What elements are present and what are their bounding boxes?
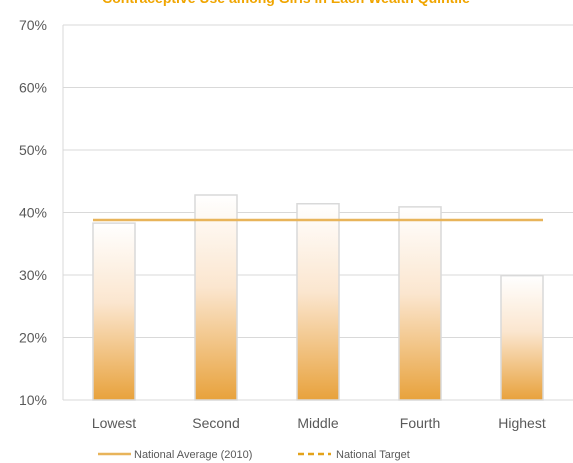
- bar-fourth: [398, 206, 442, 401]
- x-axis-labels: Lowest Second Middle Fourth Highest: [92, 415, 546, 431]
- legend-label-national-average: National Average (2010): [134, 449, 252, 461]
- y-axis-ticks: 10% 20% 30% 40% 50% 60% 70%: [19, 17, 47, 408]
- y-tick-label: 70%: [19, 17, 47, 33]
- legend-label-national-target: National Target: [336, 449, 410, 461]
- y-tick-label: 30%: [19, 267, 47, 283]
- bar-second: [194, 194, 238, 401]
- bar-lowest: [92, 222, 136, 401]
- x-tick-label: Middle: [297, 415, 338, 431]
- y-tick-label: 10%: [19, 392, 47, 408]
- y-tick-label: 20%: [19, 330, 47, 346]
- bars: [92, 194, 544, 401]
- x-tick-label: Highest: [498, 415, 546, 431]
- y-tick-label: 50%: [19, 142, 47, 158]
- x-tick-label: Second: [192, 415, 239, 431]
- legend: National Average (2010) National Target: [98, 449, 410, 461]
- y-tick-label: 60%: [19, 80, 47, 96]
- bar-highest: [500, 274, 544, 401]
- y-tick-label: 40%: [19, 205, 47, 221]
- x-tick-label: Lowest: [92, 415, 136, 431]
- bar-middle: [296, 203, 340, 401]
- chart-title-group: Contraceptive Use among Girls in Each We…: [102, 0, 470, 6]
- chart-title: Contraceptive Use among Girls in Each We…: [102, 0, 470, 6]
- x-tick-label: Fourth: [400, 415, 440, 431]
